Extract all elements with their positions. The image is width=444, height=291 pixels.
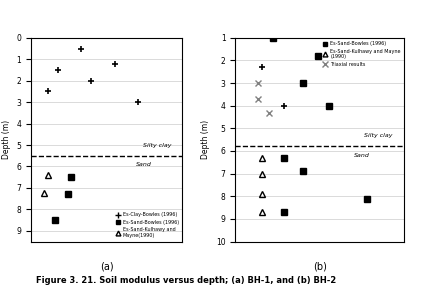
Text: Figure 3. 21. Soil modulus versus depth; (a) BH-1, and (b) BH-2: Figure 3. 21. Soil modulus versus depth;…	[36, 276, 336, 285]
Text: Sand: Sand	[354, 153, 370, 158]
Text: Silty clay: Silty clay	[143, 143, 172, 148]
Y-axis label: Depth (m): Depth (m)	[202, 120, 210, 159]
Text: Silty clay: Silty clay	[364, 133, 393, 138]
Text: (a): (a)	[100, 262, 113, 272]
Y-axis label: Depth (m): Depth (m)	[2, 120, 11, 159]
Text: (b): (b)	[313, 262, 327, 272]
Legend: Es-Clay-Bowles (1996), Es-Sand-Bowles (1996), Es-Sand-Kulhawy and
Mayne(1990): Es-Clay-Bowles (1996), Es-Sand-Bowles (1…	[114, 212, 180, 239]
Text: Sand: Sand	[136, 162, 152, 167]
Legend: Es-Sand-Bowles (1996), Es-Sand-Kulhawy and Mayne
(1990), Triaxial results: Es-Sand-Bowles (1996), Es-Sand-Kulhawy a…	[321, 40, 402, 68]
